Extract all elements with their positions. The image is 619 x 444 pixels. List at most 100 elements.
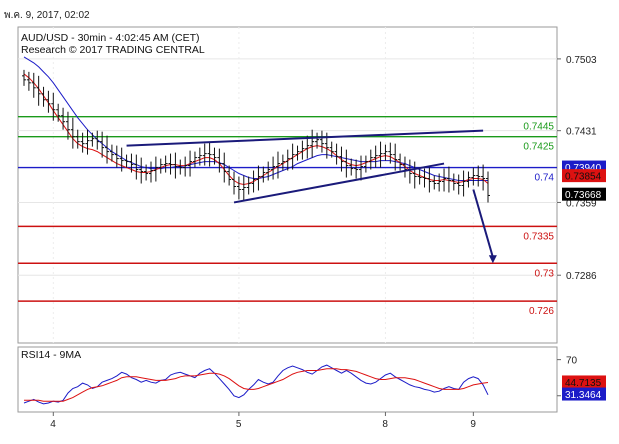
candle <box>388 142 393 164</box>
chart-title: AUD/USD - 30min - 4:02:45 AM (CET) <box>21 32 200 44</box>
level-label: 0.74 <box>535 173 555 184</box>
candle <box>168 153 173 175</box>
candle <box>432 175 437 190</box>
rsi-border <box>17 346 558 413</box>
candle <box>129 153 134 173</box>
candle <box>339 146 344 172</box>
candle <box>163 155 168 173</box>
ma-fast-line <box>23 73 489 186</box>
level-label: 0.73 <box>535 268 555 279</box>
candle <box>476 165 481 187</box>
candle <box>251 170 256 193</box>
candle <box>368 149 373 170</box>
candle <box>124 154 129 168</box>
candle <box>212 147 217 165</box>
candle <box>26 71 31 91</box>
candle <box>75 129 80 149</box>
candle <box>329 141 334 158</box>
candle <box>266 161 271 181</box>
level-label: 0.726 <box>529 306 554 317</box>
candle <box>192 151 197 168</box>
rsi-badge <box>562 387 606 401</box>
candle <box>359 155 364 181</box>
candle <box>271 156 276 180</box>
candle <box>148 161 153 183</box>
candle <box>471 167 476 186</box>
forecast-arrow-shaft <box>472 189 494 258</box>
time-axis: 4 5 8 9 <box>50 412 476 430</box>
candle <box>178 159 183 175</box>
price-badge-label: 0.73668 <box>565 190 602 201</box>
candle <box>275 151 280 179</box>
candle <box>241 175 246 202</box>
candle <box>188 150 193 177</box>
candle <box>466 171 471 188</box>
rsi-badge-label: 31.3464 <box>565 390 602 401</box>
forecast-arrow <box>472 189 497 264</box>
candle <box>383 144 388 161</box>
candle <box>417 169 422 185</box>
candle <box>90 132 95 147</box>
x-tick-label: 4 <box>50 419 56 430</box>
candle <box>334 143 339 165</box>
candle <box>481 164 486 191</box>
candle <box>222 152 227 183</box>
candle <box>183 156 188 177</box>
rsi-badge <box>562 375 606 389</box>
candle <box>109 144 114 162</box>
y-tick-label: 0.7359 <box>566 198 597 209</box>
candle <box>100 131 105 158</box>
candle <box>378 141 383 168</box>
candle <box>315 132 320 149</box>
candle <box>139 157 144 184</box>
main-panel-frame <box>17 26 558 344</box>
candle <box>80 132 85 153</box>
trendline <box>126 129 484 147</box>
candle <box>114 145 119 168</box>
candle <box>305 135 310 159</box>
candle <box>105 135 110 164</box>
candle <box>349 158 354 176</box>
candle <box>398 153 403 171</box>
level-label: 0.7335 <box>523 231 554 242</box>
candle <box>437 173 442 192</box>
candle <box>451 173 456 191</box>
rsi-line <box>23 364 489 405</box>
candle <box>202 143 207 166</box>
candle <box>232 171 237 195</box>
candle <box>134 154 139 180</box>
candle <box>236 176 241 200</box>
candle <box>461 170 466 197</box>
candle <box>256 165 261 191</box>
candle <box>442 168 447 192</box>
candle <box>158 158 163 174</box>
candle <box>173 152 178 179</box>
rsi-lines <box>23 364 489 405</box>
level-label: 0.7425 <box>523 142 554 153</box>
candle <box>285 149 290 171</box>
y-tick-label: 0.7503 <box>566 55 597 66</box>
moving-averages <box>23 56 489 186</box>
candle <box>290 143 295 170</box>
price-badge <box>562 169 606 183</box>
candle <box>227 165 232 186</box>
candle <box>46 90 51 113</box>
candle <box>51 92 56 121</box>
price-axis: 0.7503 0.7431 0.7359 0.7286 <box>557 55 597 282</box>
candle <box>412 161 417 189</box>
price-badge-label: 0.73940 <box>565 163 602 174</box>
candle <box>354 159 359 179</box>
candle <box>207 141 212 167</box>
date-header: พ.ค. 9, 2017, 02:02 <box>4 10 90 21</box>
rsi-badge-label: 44.7135 <box>565 378 602 389</box>
level-lines: 0.7445 0.7425 0.74 0.7335 0.73 0.726 <box>18 116 557 317</box>
forecast-arrow-head <box>488 255 497 264</box>
ma-slow-line <box>23 56 488 181</box>
candle <box>119 147 124 172</box>
price-badge-label: 0.73854 <box>565 172 602 183</box>
candle <box>36 75 41 106</box>
candle <box>446 166 451 193</box>
candle <box>300 140 305 160</box>
candle <box>65 111 70 140</box>
